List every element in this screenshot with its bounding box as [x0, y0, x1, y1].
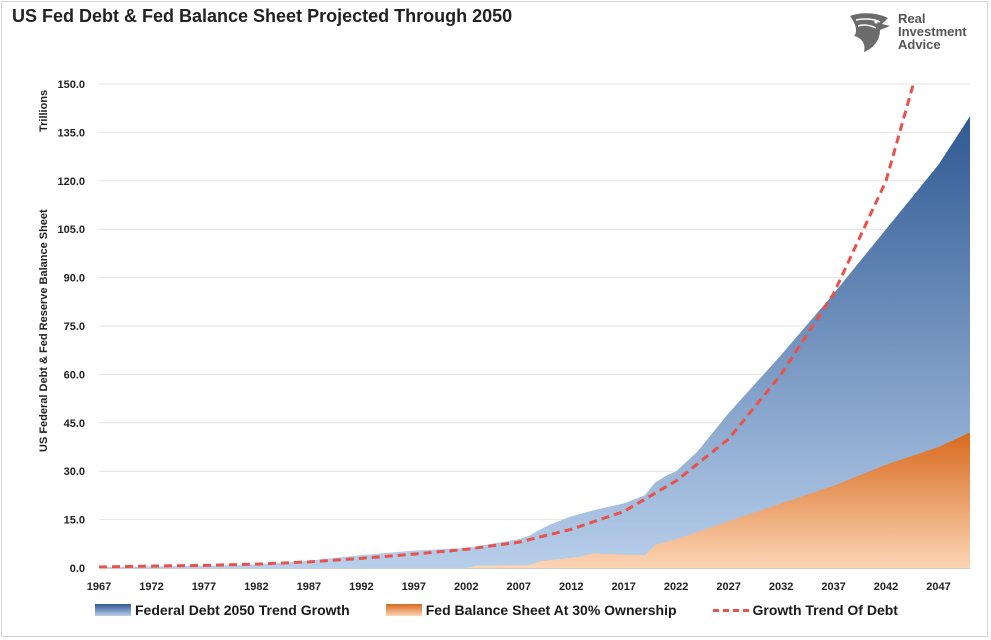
chart-areas: [98, 83, 970, 569]
y-axis-unit-label: Trillions: [38, 90, 50, 132]
x-tick-label: 2042: [874, 581, 898, 593]
y-tick-label: 120.0: [57, 176, 85, 188]
brand-line-2: Investment: [898, 24, 967, 39]
legend-item-debt: Federal Debt 2050 Trend Growth: [95, 602, 350, 618]
y-tick-label: 90.0: [64, 273, 85, 285]
x-tick-label: 2047: [926, 581, 950, 593]
x-axis-ticks: 1967 1972 1977 1982 1987 1992 1997 2002 2007 2012…: [87, 581, 951, 593]
legend-item-trend: Growth Trend Of Debt: [712, 602, 898, 618]
legend-item-fed: Fed Balance Sheet At 30% Ownership: [385, 602, 677, 618]
legend-swatch-debt: [95, 604, 131, 616]
y-tick-label: 0.0: [70, 563, 85, 575]
legend-swatch-fed: [385, 604, 422, 616]
brand-line-3: Advice: [898, 37, 941, 52]
y-axis-label: US Federal Debt & Fed Reserve Balance Sh…: [38, 209, 50, 452]
x-tick-label: 2017: [611, 581, 635, 593]
series-area-federal-debt: [99, 116, 970, 569]
series-line-growth-trend: [98, 83, 915, 569]
x-tick-label: 1992: [349, 581, 373, 593]
y-tick-label: 45.0: [64, 418, 85, 430]
x-tick-label: 2022: [664, 581, 688, 593]
legend-label-trend: Growth Trend Of Debt: [752, 602, 898, 618]
legend-swatch-trend: [712, 608, 749, 612]
x-tick-label: 2012: [559, 581, 583, 593]
y-tick-label: 75.0: [64, 321, 85, 333]
legend-label-fed: Fed Balance Sheet At 30% Ownership: [425, 602, 677, 618]
y-tick-label: 150.0: [57, 79, 85, 91]
x-tick-label: 1987: [297, 581, 321, 593]
x-tick-label: 2002: [454, 581, 478, 593]
y-tick-label: 135.0: [57, 127, 85, 139]
brand-line-1: Real: [898, 11, 926, 26]
x-tick-label: 2032: [769, 581, 793, 593]
y-tick-label: 15.0: [64, 515, 85, 527]
x-tick-label: 2037: [821, 581, 845, 593]
brand-logo: Real Investment Advice: [846, 10, 981, 56]
x-tick-label: 2027: [716, 581, 740, 593]
x-tick-label: 1972: [139, 581, 163, 593]
chart-plot: 0.0 15.0 30.0 45.0 60.0 75.0 90.0 105.0 120.0 135…: [38, 79, 970, 593]
x-tick-label: 1982: [244, 581, 268, 593]
x-tick-label: 1997: [402, 581, 426, 593]
y-tick-label: 60.0: [64, 369, 85, 381]
x-tick-label: 1977: [192, 581, 216, 593]
brand-name: Real Investment Advice: [898, 12, 967, 51]
eagle-head-icon: [850, 13, 890, 52]
x-tick-label: 1967: [87, 581, 111, 593]
series-area-fed-balance-sheet: [99, 432, 970, 568]
x-tick-label: 2007: [507, 581, 531, 593]
y-tick-label: 30.0: [64, 466, 85, 478]
legend-label-debt: Federal Debt 2050 Trend Growth: [135, 602, 350, 618]
y-axis-ticks: 0.0 15.0 30.0 45.0 60.0 75.0 90.0 105.0 120.0 135…: [57, 79, 85, 575]
chart-title: US Fed Debt & Fed Balance Sheet Projecte…: [12, 6, 513, 26]
chart-legend: Federal Debt 2050 Trend Growth Fed Balan…: [95, 602, 934, 618]
y-tick-label: 105.0: [57, 224, 85, 236]
